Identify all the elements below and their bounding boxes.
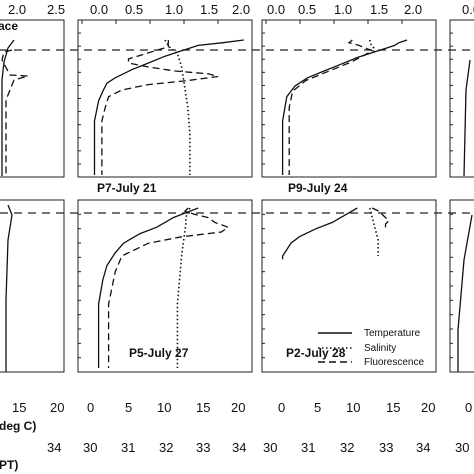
sal-tick-34-a: 34 — [232, 440, 246, 455]
legend-temperature-label: Temperature — [364, 328, 421, 339]
legend-fluorescence-label: Fluorescence — [364, 357, 424, 368]
temp-tick-15-b: 15 — [386, 400, 400, 415]
temp-tick-10-a: 10 — [157, 400, 171, 415]
temp-tick-0-a: 0 — [87, 400, 94, 415]
panel-label-p7: P7-July 21 — [97, 181, 157, 195]
legend-salinity-label: Salinity — [364, 343, 396, 354]
panel-right-top-partial-frame — [449, 19, 474, 178]
panel-left-top-partial-frame — [0, 19, 65, 178]
sal-tick-30-a: 30 — [83, 440, 97, 455]
top-tick-0.0-a: 0.0 — [90, 2, 108, 17]
series-fluorescence-panel-4 — [371, 207, 390, 228]
panel-label-p5: P5-July 27 — [129, 346, 189, 360]
series-salinity-panel-4 — [369, 207, 379, 256]
top-tick-1.5-a: 1.5 — [200, 2, 218, 17]
top-tick-1.5-b: 1.5 — [370, 2, 388, 17]
temp-tick-0-c: 0 — [465, 400, 472, 415]
series-temperature-left-bottom-partial — [5, 204, 13, 372]
top-tick-2.0-b: 2.0 — [404, 2, 422, 17]
temp-tick-5-a: 5 — [125, 400, 132, 415]
series-temperature-right-bottom-partial — [457, 214, 473, 372]
panel-left-bottom-partial-frame — [0, 199, 65, 373]
top-tick-0.0-b: 0.0 — [267, 2, 285, 17]
sal-tick-32-b: 32 — [340, 440, 354, 455]
series-fluorescence-panel-3 — [107, 207, 230, 368]
panel-p9-frame — [261, 19, 437, 178]
temp-tick-0-b: 0 — [278, 400, 285, 415]
top-tick-partial-2.0: 2.0 — [8, 2, 26, 17]
sal-tick-30-c: 30 — [455, 440, 469, 455]
top-tick-0.0-c: 0.0 — [462, 2, 474, 17]
legend: Temperature Salinity Fluorescence — [318, 328, 424, 368]
sal-tick-33-a: 33 — [196, 440, 210, 455]
top-tick-1.0-b: 1.0 — [334, 2, 352, 17]
series-fluorescence-panel-2 — [288, 39, 374, 175]
top-axis-title-fragment: ace — [0, 19, 18, 33]
sal-tick-31-a: 31 — [121, 440, 135, 455]
sal-tick-31-b: 31 — [301, 440, 315, 455]
series-salinity-panel-3 — [176, 207, 191, 368]
temp-tick-10-b: 10 — [346, 400, 360, 415]
temp-tick-20-a: 20 — [231, 400, 245, 415]
temp-tick-15-a: 15 — [196, 400, 210, 415]
sal-tick-partial-34: 34 — [47, 440, 61, 455]
sal-tick-30-b: 30 — [263, 440, 277, 455]
series-temperature-panel-3 — [97, 207, 199, 368]
sal-tick-32-a: 32 — [159, 440, 173, 455]
top-tick-1.0-a: 1.0 — [165, 2, 183, 17]
series-salinity-panel-1 — [164, 39, 191, 175]
series-temperature-panel-1 — [93, 39, 244, 175]
series-temperature-left-partial — [1, 39, 15, 176]
series-temperature-panel-4 — [281, 207, 358, 260]
temp-tick-partial-15: 15 — [12, 400, 26, 415]
series-fluorescence-left-partial — [1, 49, 29, 176]
top-tick-2.0-a: 2.0 — [232, 2, 250, 17]
sal-tick-33-b: 33 — [379, 440, 393, 455]
panel-label-p2: P2-July 28 — [286, 346, 346, 360]
sal-axis-title-fragment: PT) — [0, 458, 18, 472]
series-temperature-right-partial — [463, 59, 471, 177]
panels — [0, 19, 474, 373]
panel-p7-frame — [77, 19, 253, 178]
series-temperature-panel-2 — [281, 39, 408, 175]
panel-label-p9: P9-July 24 — [288, 181, 348, 195]
temp-tick-20-b: 20 — [421, 400, 435, 415]
temp-tick-5-b: 5 — [314, 400, 321, 415]
series-fluorescence-panel-1 — [101, 40, 219, 175]
series-salinity-panel-2 — [368, 40, 375, 54]
temp-tick-partial-20: 20 — [50, 400, 64, 415]
top-tick-0.5-a: 0.5 — [125, 2, 143, 17]
temp-axis-title-fragment: deg C) — [0, 419, 36, 433]
top-tick-partial-2.5: 2.5 — [47, 2, 65, 17]
top-tick-0.5-b: 0.5 — [298, 2, 316, 17]
sal-tick-34-b: 34 — [416, 440, 430, 455]
